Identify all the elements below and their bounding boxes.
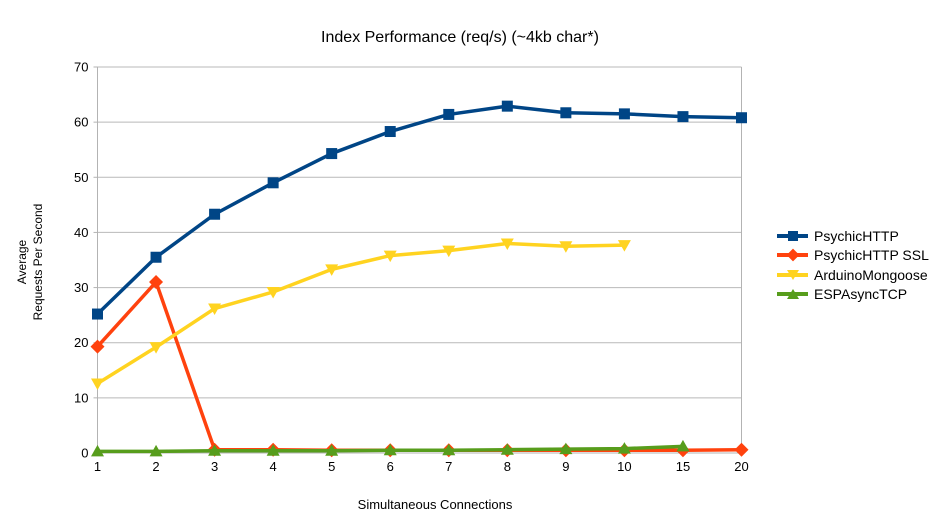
legend-item-psychichttp: PsychicHTTP [777, 226, 929, 246]
x-tick-label: 20 [734, 459, 748, 474]
legend-line-sample [777, 289, 808, 300]
legend-item-arduinomongoose: ArduinoMongoose [777, 265, 929, 285]
series-marker-arduinomongoose [266, 286, 280, 299]
legend-item-psychichttp-ssl: PsychicHTTP SSL [777, 246, 929, 266]
y-tick-label: 0 [81, 446, 88, 461]
legend-line-sample [777, 269, 808, 280]
legend-label: ESPAsyncTCP [814, 286, 908, 303]
series-marker-psychichttp-ssl [149, 275, 164, 290]
series-marker-espasynctcp [559, 442, 573, 455]
series-marker-arduinomongoose [559, 241, 573, 253]
legend-item-espasynctcp: ESPAsyncTCP [777, 285, 929, 305]
series-marker-arduinomongoose [208, 303, 222, 316]
series-line-psychichttp-ssl [96, 280, 742, 452]
series-marker-psychichttp [209, 208, 221, 220]
series-marker-psychichttp [92, 308, 103, 320]
series-marker-psychichttp [501, 100, 513, 112]
y-tick-label: 50 [74, 170, 88, 185]
series-marker-espasynctcp [325, 444, 339, 456]
series-marker-arduinomongoose [325, 264, 339, 276]
series-marker-psychichttp [618, 108, 630, 120]
series-marker-espasynctcp [91, 444, 104, 457]
series-marker-psychichttp [267, 177, 279, 189]
x-tick-label: 3 [211, 459, 218, 474]
series-marker-psychichttp [326, 148, 338, 160]
legend-line-sample [777, 230, 808, 241]
series-marker-arduinomongoose [617, 240, 631, 252]
triangle-down-icon [786, 269, 799, 280]
x-tick-label: 10 [617, 459, 631, 474]
series-marker-espasynctcp [500, 443, 514, 455]
y-tick-label: 70 [74, 60, 88, 75]
series-marker-arduinomongoose [383, 250, 397, 263]
y-tick-label: 20 [74, 335, 88, 350]
x-tick-label: 5 [328, 459, 335, 474]
series-marker-psychichttp-ssl [734, 442, 749, 457]
y-tick-label: 30 [74, 280, 88, 295]
square-icon [787, 230, 798, 241]
series-marker-espasynctcp [208, 444, 222, 456]
x-axis-title: Simultaneous Connections [357, 497, 513, 512]
y-tick-label: 40 [74, 225, 88, 240]
series-marker-arduinomongoose [442, 245, 456, 258]
series-marker-espasynctcp [149, 444, 163, 457]
series-marker-espasynctcp [266, 444, 280, 456]
series-marker-espasynctcp [676, 439, 690, 452]
series-marker-espasynctcp [617, 442, 631, 454]
legend-line-sample [777, 248, 808, 262]
series-marker-espasynctcp [383, 443, 397, 456]
x-tick-label: 7 [445, 459, 452, 474]
series-marker-psychichttp [384, 126, 396, 138]
series-marker-psychichttp-ssl [90, 339, 105, 354]
x-tick-label: 9 [562, 459, 569, 474]
series-line-psychichttp [96, 104, 742, 316]
chart-title: Index Performance (req/s) (~4kb char*) [321, 29, 599, 46]
x-tick-label: 15 [676, 459, 690, 474]
diamond-icon [786, 248, 799, 262]
series-marker-psychichttp [736, 112, 747, 124]
y-tick-label: 10 [74, 390, 88, 405]
series-marker-espasynctcp [442, 443, 456, 456]
x-tick-label: 4 [270, 459, 277, 474]
x-tick-label: 2 [152, 459, 159, 474]
x-tick-label: 1 [94, 459, 101, 474]
x-tick-label: 8 [504, 459, 511, 474]
legend-label: PsychicHTTP [814, 227, 899, 244]
y-tick-label: 60 [74, 115, 88, 130]
legend: PsychicHTTP PsychicHTTP SSL ArduinoMongoos… [777, 226, 929, 304]
x-tick-label: 6 [387, 459, 394, 474]
series-line-arduinomongoose [96, 241, 625, 386]
series-marker-arduinomongoose [500, 238, 514, 250]
series-marker-arduinomongoose [149, 342, 163, 354]
legend-label: PsychicHTTP SSL [814, 247, 929, 264]
series-marker-arduinomongoose [91, 378, 104, 391]
legend-label: ArduinoMongoose [814, 266, 928, 283]
series-marker-psychichttp [443, 108, 455, 120]
triangle-up-icon [786, 289, 799, 300]
series-marker-psychichttp [150, 251, 162, 263]
series-marker-psychichttp [677, 111, 689, 123]
series-marker-psychichttp [560, 107, 572, 119]
